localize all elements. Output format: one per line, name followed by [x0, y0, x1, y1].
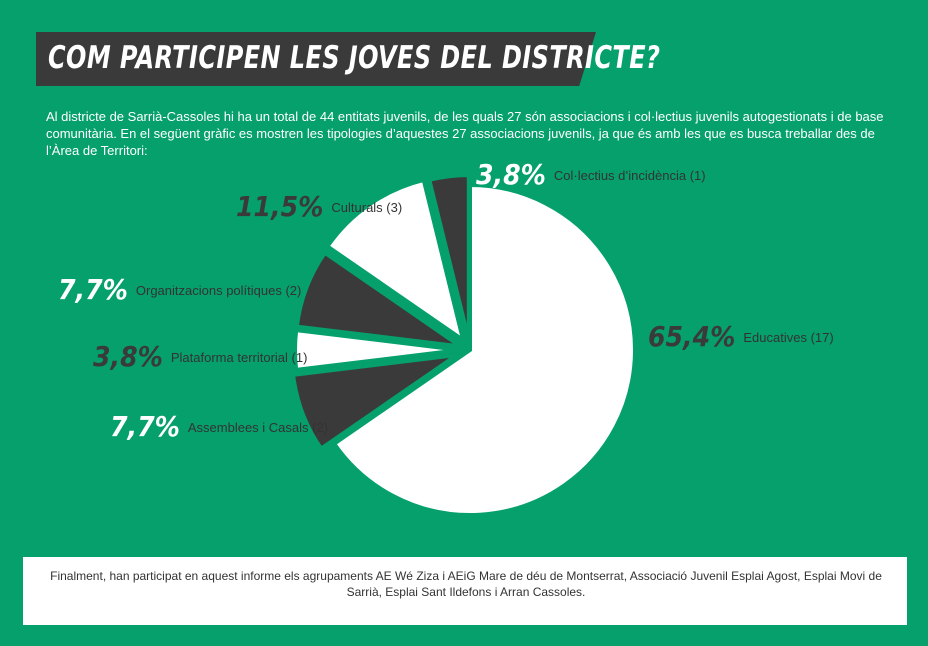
slice-label: 7,7% Assemblees i Casals (2) [110, 410, 328, 443]
slice-percent: 11,5% [236, 190, 323, 223]
slice-category-label: Col·lectius d’incidència (1) [554, 168, 706, 183]
slice-percent: 65,4% [648, 320, 735, 353]
slice-label: 7,7% Organitzacions polítiques (2) [58, 273, 301, 306]
intro-paragraph: Al districte de Sarrià-Cassoles hi ha un… [46, 109, 884, 158]
page-title: COM PARTICIPEN LES JOVES DEL DISTRICTE? [48, 40, 661, 76]
slice-category-label: Culturals (3) [331, 200, 402, 215]
slice-percent: 7,7% [110, 410, 180, 443]
slice-percent: 3,8% [93, 340, 163, 373]
slice-label: 3,8% Plataforma territorial (1) [93, 340, 307, 373]
slice-category-label: Organitzacions polítiques (2) [136, 283, 301, 298]
pie-slice [290, 352, 459, 452]
slice-label: 65,4% Educatives (17) [648, 320, 834, 353]
slice-label: 3,8% Col·lectius d’incidència (1) [476, 158, 706, 191]
slice-category-label: Plataforma territorial (1) [171, 350, 308, 365]
pie-slice [293, 327, 461, 373]
footer-box [23, 557, 907, 625]
pie-slice [294, 249, 462, 349]
pie-slice [426, 173, 471, 341]
pie-slice [331, 182, 637, 517]
slice-percent: 3,8% [476, 158, 546, 191]
slice-label: 11,5% Culturals (3) [236, 190, 402, 223]
footer-text: Finalment, han participat en aquest info… [50, 569, 882, 599]
slice-percent: 7,7% [58, 273, 128, 306]
slice-category-label: Educatives (17) [743, 330, 833, 345]
pie-slice [324, 177, 467, 345]
slice-category-label: Assemblees i Casals (2) [188, 420, 328, 435]
title-banner [36, 32, 596, 86]
